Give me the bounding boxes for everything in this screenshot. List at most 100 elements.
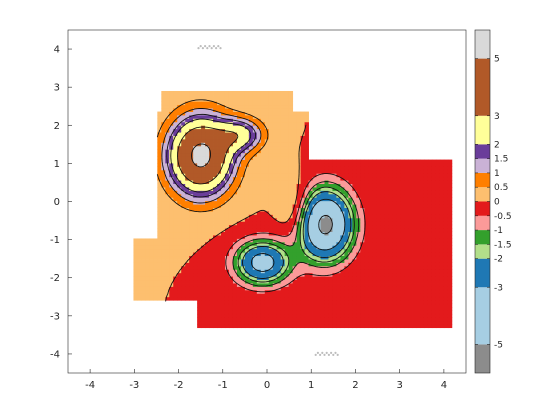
field-cell [376, 259, 381, 263]
field-cell [205, 279, 210, 284]
field-cell [300, 303, 305, 308]
field-cell [435, 211, 441, 215]
field-cell [348, 197, 353, 202]
field-cell [268, 207, 274, 212]
field-cell [388, 252, 393, 257]
field-cell [260, 101, 266, 106]
field-cell [423, 300, 429, 305]
field-cell [173, 187, 178, 191]
field-cell [392, 317, 397, 322]
field-cell [256, 235, 262, 239]
field-cell [392, 207, 397, 212]
field-cell [256, 101, 262, 106]
field-cell [193, 111, 198, 116]
field-cell [228, 241, 234, 246]
field-cell [388, 303, 393, 308]
field-cell [404, 289, 409, 294]
field-cell [209, 255, 214, 260]
field-cell [244, 241, 250, 246]
field-cell [368, 293, 373, 298]
field-cell [356, 300, 361, 305]
field-cell [380, 166, 385, 171]
field-cell [248, 324, 254, 329]
field-cell [165, 200, 170, 205]
field-cell [404, 183, 409, 188]
colorbar-tick-label: -1.5 [494, 240, 512, 250]
field-cell [260, 135, 266, 140]
field-cell [201, 108, 206, 112]
field-cell [169, 173, 174, 178]
field-cell [420, 159, 425, 164]
field-cell [201, 173, 206, 178]
field-cell [352, 252, 357, 257]
field-cell [292, 265, 298, 270]
field-cell [392, 163, 397, 167]
field-cell [185, 224, 190, 229]
field-cell [288, 173, 294, 178]
field-cell [288, 283, 294, 287]
field-cell [296, 183, 302, 188]
field-cell [173, 211, 178, 215]
field-cell [141, 238, 146, 243]
field-cell [205, 104, 210, 109]
field-cell [169, 125, 174, 130]
field-cell [348, 180, 353, 184]
field-cell [248, 111, 254, 116]
field-cell [256, 214, 262, 219]
field-cell [256, 108, 262, 112]
field-cell [280, 217, 286, 222]
field-cell [400, 183, 405, 188]
field-cell [328, 265, 333, 270]
field-cell [423, 169, 429, 174]
field-cell [380, 324, 385, 329]
field-cell [368, 173, 373, 178]
field-cell [320, 259, 325, 263]
field-cell [340, 255, 345, 260]
field-cell [205, 238, 210, 243]
field-cell [336, 276, 341, 281]
field-cell [197, 90, 202, 95]
field-cell [380, 159, 385, 164]
field-cell [384, 159, 389, 164]
field-cell [423, 283, 429, 287]
field-cell [221, 313, 226, 318]
field-cell [308, 320, 313, 325]
field-cell [268, 200, 274, 205]
field-cell [244, 221, 250, 226]
field-cell [236, 211, 242, 215]
field-cell [296, 118, 302, 123]
field-cell [197, 279, 202, 284]
field-cell [169, 142, 174, 147]
field-cell [213, 217, 218, 222]
field-cell [396, 187, 401, 191]
field-cell [252, 269, 258, 274]
field-cell [165, 176, 170, 181]
field-cell [288, 279, 294, 284]
field-cell [228, 173, 234, 178]
field-cell [332, 286, 337, 291]
field-cell [435, 324, 441, 329]
field-cell [288, 252, 294, 257]
field-cell [209, 90, 214, 95]
field-cell [400, 221, 405, 226]
field-cell [300, 156, 305, 160]
field-cell [312, 303, 317, 308]
field-cell [423, 214, 429, 219]
field-cell [416, 176, 421, 181]
field-cell [360, 324, 365, 329]
field-cell [232, 111, 238, 116]
field-cell [284, 313, 290, 318]
field-cell [181, 114, 186, 119]
field-cell [201, 265, 206, 270]
field-cell [177, 276, 182, 281]
field-cell [209, 252, 214, 257]
field-cell [300, 152, 305, 157]
field-cell [332, 221, 337, 226]
field-cell [296, 187, 302, 191]
field-cell [332, 289, 337, 294]
field-cell [360, 159, 365, 164]
field-cell [264, 114, 270, 119]
field-cell [173, 111, 178, 116]
field-cell [209, 166, 214, 171]
field-cell [284, 317, 290, 322]
